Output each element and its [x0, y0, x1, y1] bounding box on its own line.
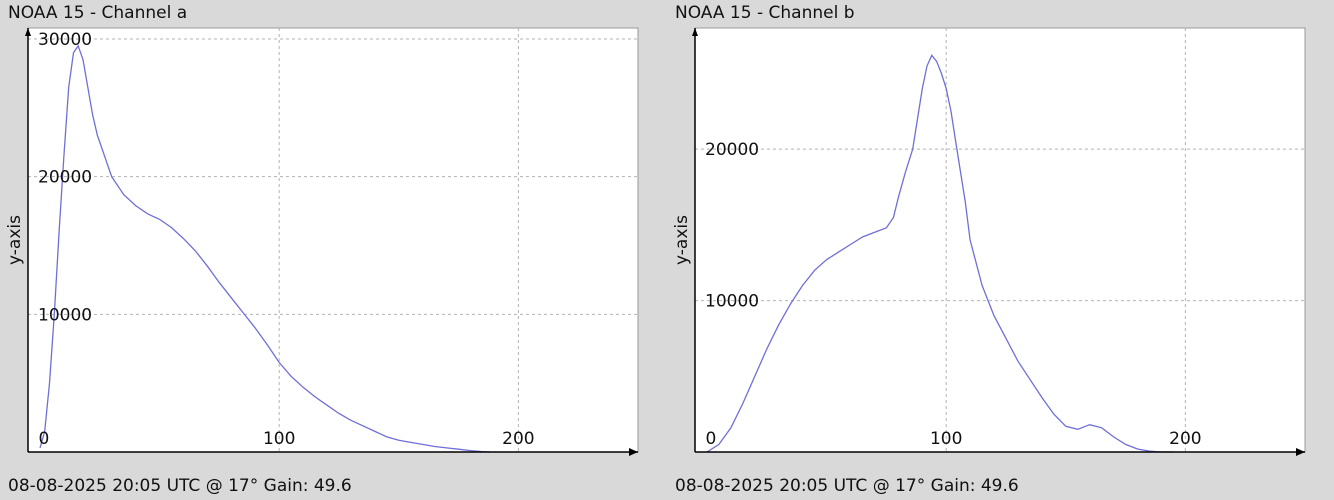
plot-area — [694, 27, 1306, 453]
x-tick-label: 0 — [39, 429, 50, 449]
x-axis-arrow-icon — [629, 448, 638, 456]
x-tick-label: 100 — [930, 429, 962, 449]
chart-title: NOAA 15 - Channel b — [675, 3, 855, 23]
plot-area — [27, 27, 639, 453]
status-footer: 08-08-2025 20:05 UTC @ 17° Gain: 49.6 — [675, 476, 1019, 496]
y-tick-label: 10000 — [705, 292, 759, 312]
y-tick-label: 20000 — [38, 168, 92, 188]
x-tick-label: 0 — [706, 429, 717, 449]
y-tick-label: 30000 — [38, 30, 92, 50]
y-axis-arrow-icon — [25, 28, 31, 36]
y-axis-arrow-icon — [692, 28, 698, 36]
y-tick-label: 10000 — [38, 305, 92, 325]
series-line — [39, 44, 490, 453]
series-line — [706, 54, 1174, 453]
chart-plot-channel-a: 0 100 200 10000 20000 30000 y-axis — [5, 27, 639, 456]
panel-channel-a: NOAA 15 - Channel a 0 100 200 10000 20000 300… — [0, 0, 640, 500]
chart-title: NOAA 15 - Channel a — [8, 3, 188, 23]
x-tick-label: 200 — [1169, 429, 1201, 449]
y-axis-label: y-axis — [5, 215, 25, 265]
y-axis-label: y-axis — [672, 215, 692, 265]
y-tick-label: 20000 — [705, 140, 759, 160]
status-footer: 08-08-2025 20:05 UTC @ 17° Gain: 49.6 — [8, 476, 352, 496]
x-tick-label: 200 — [502, 429, 534, 449]
panel-channel-b: NOAA 15 - Channel b 0 100 200 10000 20000 y-a… — [667, 0, 1307, 500]
x-tick-label: 100 — [263, 429, 295, 449]
chart-plot-channel-b: 0 100 200 10000 20000 y-axis — [672, 27, 1306, 456]
x-axis-arrow-icon — [1296, 448, 1305, 456]
